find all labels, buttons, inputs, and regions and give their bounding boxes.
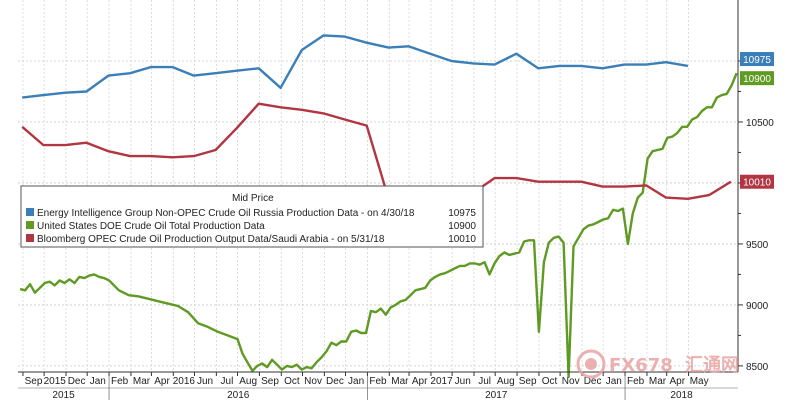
- x-tick-label-22: Aug: [497, 376, 515, 387]
- legend-value-us: 10900: [448, 221, 476, 232]
- x-tick-label-20: Jun: [455, 376, 471, 387]
- x-tick-label-3: Jan: [90, 376, 106, 387]
- x-tick-label-31: May: [690, 376, 709, 387]
- x-tick-label-16: Feb: [369, 376, 387, 387]
- y-tick-label-2: 9500: [746, 240, 769, 251]
- watermark-text-cn: 汇通网: [685, 355, 739, 376]
- year-label-1: 2016: [227, 390, 250, 400]
- series-line-0: [22, 34, 689, 99]
- series-line-1: [19, 72, 738, 379]
- x-tick-label-27: Jan: [606, 376, 622, 387]
- x-tick-label-13: Nov: [304, 376, 322, 387]
- legend-swatch-us: [26, 221, 34, 229]
- legend-box: [20, 185, 484, 248]
- x-tick-label-5: Mar: [133, 376, 151, 387]
- legend: Mid Price Energy Intelligence Group Non-…: [20, 185, 484, 248]
- x-tick-label-26: Dec: [584, 376, 602, 387]
- end-value-badges: 10975 10900 10010: [740, 52, 774, 189]
- legend-label-us: United States DOE Crude Oil Total Produc…: [37, 221, 265, 232]
- y-tick-label-0: 8500: [746, 362, 769, 373]
- year-label-0: 2015: [52, 390, 75, 400]
- end-badge-1: [740, 71, 774, 86]
- x-tick-label-9: Jul: [221, 376, 234, 387]
- x-tick-label-0: Sep: [25, 376, 43, 387]
- x-tick-label-28: Feb: [627, 376, 645, 387]
- legend-label-russia: Energy Intelligence Group Non-OPEC Crude…: [37, 208, 415, 219]
- watermark-logo-icon: [576, 349, 606, 379]
- legend-swatch-russia: [26, 208, 34, 216]
- x-tick-label-4: Feb: [111, 376, 129, 387]
- x-tick-label-10: Aug: [239, 376, 257, 387]
- x-tick-label-6: Apr: [154, 376, 170, 387]
- x-tick-label-24: Oct: [542, 376, 558, 387]
- end-badge-0: [740, 52, 774, 67]
- watermark: FX678 汇通网: [576, 349, 739, 379]
- x-tick-label-23: Sep: [519, 376, 537, 387]
- x-tick-label-30: Apr: [670, 376, 686, 387]
- x-tick-label-18: Apr: [412, 376, 428, 387]
- x-tick-label-11: Sep: [261, 376, 279, 387]
- x-tick-label-29: Mar: [649, 376, 667, 387]
- y-tick-label-3: 10500: [746, 118, 774, 129]
- x-tick-label-12: Oct: [284, 376, 300, 387]
- x-tick-label-14: Dec: [326, 376, 344, 387]
- legend-value-russia: 10975: [448, 208, 476, 219]
- year-label-3: 2018: [670, 390, 693, 400]
- x-tick-label-7: 2016: [173, 376, 196, 387]
- x-tick-label-21: Jul: [478, 376, 491, 387]
- x-tick-label-2: Dec: [68, 376, 86, 387]
- x-tick-label-8: Jun: [197, 376, 213, 387]
- x-tick-label-19: 2017: [430, 376, 453, 387]
- year-label-2: 2017: [485, 390, 508, 400]
- end-badge-label-1: 10900: [743, 74, 771, 85]
- series-line-2: [21, 102, 732, 201]
- legend-title: Mid Price: [232, 193, 274, 204]
- x-tick-label-15: Jan: [348, 376, 364, 387]
- x-tick-label-1: 2015: [44, 376, 67, 387]
- legend-label-saudi: Bloomberg OPEC Crude Oil Production Outp…: [37, 234, 385, 245]
- x-tick-label-25: Nov: [562, 376, 580, 387]
- legend-value-saudi: 10010: [448, 234, 476, 245]
- legend-swatch-saudi: [26, 234, 34, 242]
- end-badge-label-0: 10975: [743, 55, 771, 66]
- watermark-text: FX678: [609, 355, 673, 376]
- end-badge-label-2: 10010: [743, 178, 771, 189]
- y-tick-label-1: 9000: [746, 301, 769, 312]
- end-badge-2: [740, 174, 774, 189]
- watermark-logo-core-icon: [585, 358, 597, 370]
- series-lines: [19, 34, 738, 379]
- x-tick-label-17: Mar: [391, 376, 409, 387]
